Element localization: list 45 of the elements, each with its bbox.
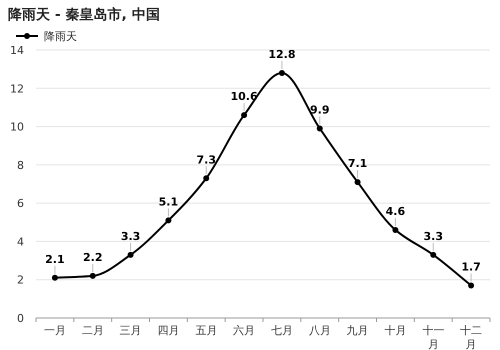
- x-tick-label: 一月: [44, 324, 66, 337]
- y-tick-label: 6: [17, 197, 24, 210]
- data-label: 1.7: [461, 260, 481, 274]
- y-tick-label: 8: [17, 158, 24, 172]
- legend-label: 降雨天: [44, 30, 77, 43]
- data-label: 2.2: [83, 250, 102, 264]
- data-label: 2.1: [45, 252, 65, 266]
- y-tick-label: 0: [17, 312, 24, 325]
- data-label: 12.8: [268, 48, 296, 61]
- x-tick-label: 三月: [120, 324, 142, 337]
- point: [278, 70, 285, 76]
- point: [468, 282, 474, 288]
- data-label: 7.1: [348, 157, 368, 170]
- data-label: 3.3: [424, 230, 443, 243]
- y-tick-label: 10: [10, 120, 24, 134]
- point: [52, 274, 58, 281]
- data-label: 4.6: [386, 204, 406, 218]
- x-tick-label: 七月: [270, 324, 293, 337]
- x-tick-label: 六月: [233, 324, 256, 337]
- point: [128, 252, 134, 258]
- data-label: 7.3: [196, 153, 216, 166]
- x-tick-label: 九月: [346, 324, 369, 337]
- point: [354, 179, 361, 186]
- x-tick-label: 四月: [157, 324, 180, 337]
- chart-title: 降雨天 - 秦皇岛市, 中国: [8, 6, 160, 23]
- data-label: 3.3: [120, 230, 140, 243]
- data-label: 5.1: [158, 195, 178, 208]
- point: [165, 217, 172, 224]
- x-tick-label: 十一月: [422, 324, 444, 350]
- y-tick-label: 14: [10, 44, 24, 57]
- point: [90, 272, 96, 279]
- x-tick-label: 五月: [195, 324, 218, 337]
- y-tick-label: 12: [10, 82, 24, 96]
- x-tick-label: 十二月: [460, 324, 482, 350]
- y-tick-label: 2: [17, 274, 24, 287]
- data-label: 9.9: [310, 103, 330, 116]
- point: [241, 112, 248, 118]
- x-tick-label: 十月: [384, 324, 406, 337]
- point: [316, 125, 323, 132]
- point: [392, 226, 398, 233]
- x-tick-label: 八月: [308, 324, 331, 337]
- point: [430, 252, 436, 258]
- x-tick-label: 二月: [82, 324, 104, 337]
- point: [203, 175, 210, 182]
- y-tick-label: 4: [17, 235, 24, 248]
